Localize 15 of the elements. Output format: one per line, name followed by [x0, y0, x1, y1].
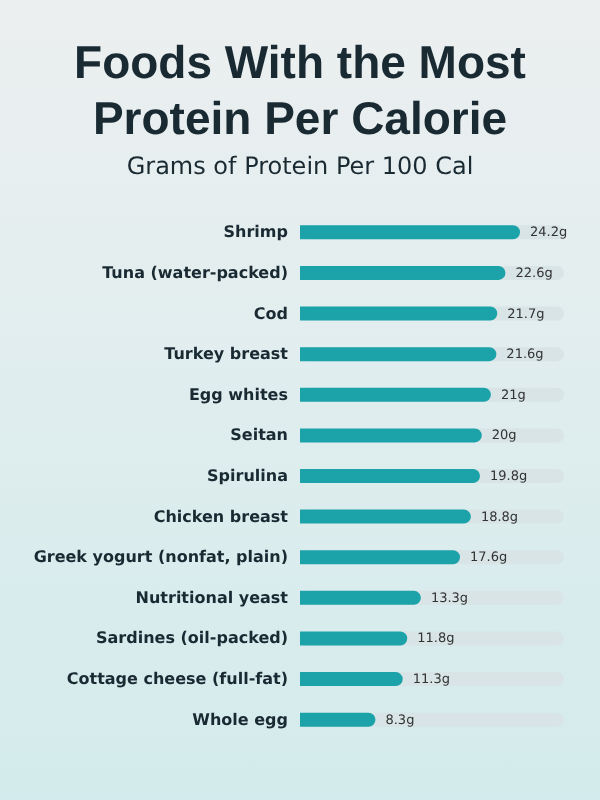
- y-tick-label: Whole egg: [192, 710, 289, 729]
- y-tick-label: Seitan: [230, 426, 289, 445]
- y-tick-label: Spirulina: [207, 467, 288, 485]
- y-tick-label: Egg whites: [188, 385, 289, 404]
- chart-title: Foods With the Most Protein Per Calorie: [74, 36, 527, 144]
- y-tick-label: Nutritional yeast: [135, 588, 289, 607]
- y-tick-label: Cod: [253, 304, 289, 323]
- y-tick-label: Chicken breast: [153, 507, 289, 526]
- y-tick-label: Shrimp: [223, 223, 289, 242]
- y-tick-label: Turkey breast: [164, 345, 289, 364]
- y-tick-label: Sardines (oil-packed): [96, 629, 288, 648]
- y-tick-label: Cottage cheese (full-fat): [66, 670, 288, 689]
- chart-subtitle: Grams of Protein Per 100 Cal: [126, 152, 474, 180]
- y-tick-label: Tuna (water-packed): [102, 263, 288, 282]
- y-tick-label: Greek yogurt (nonfat, plain): [33, 548, 288, 567]
